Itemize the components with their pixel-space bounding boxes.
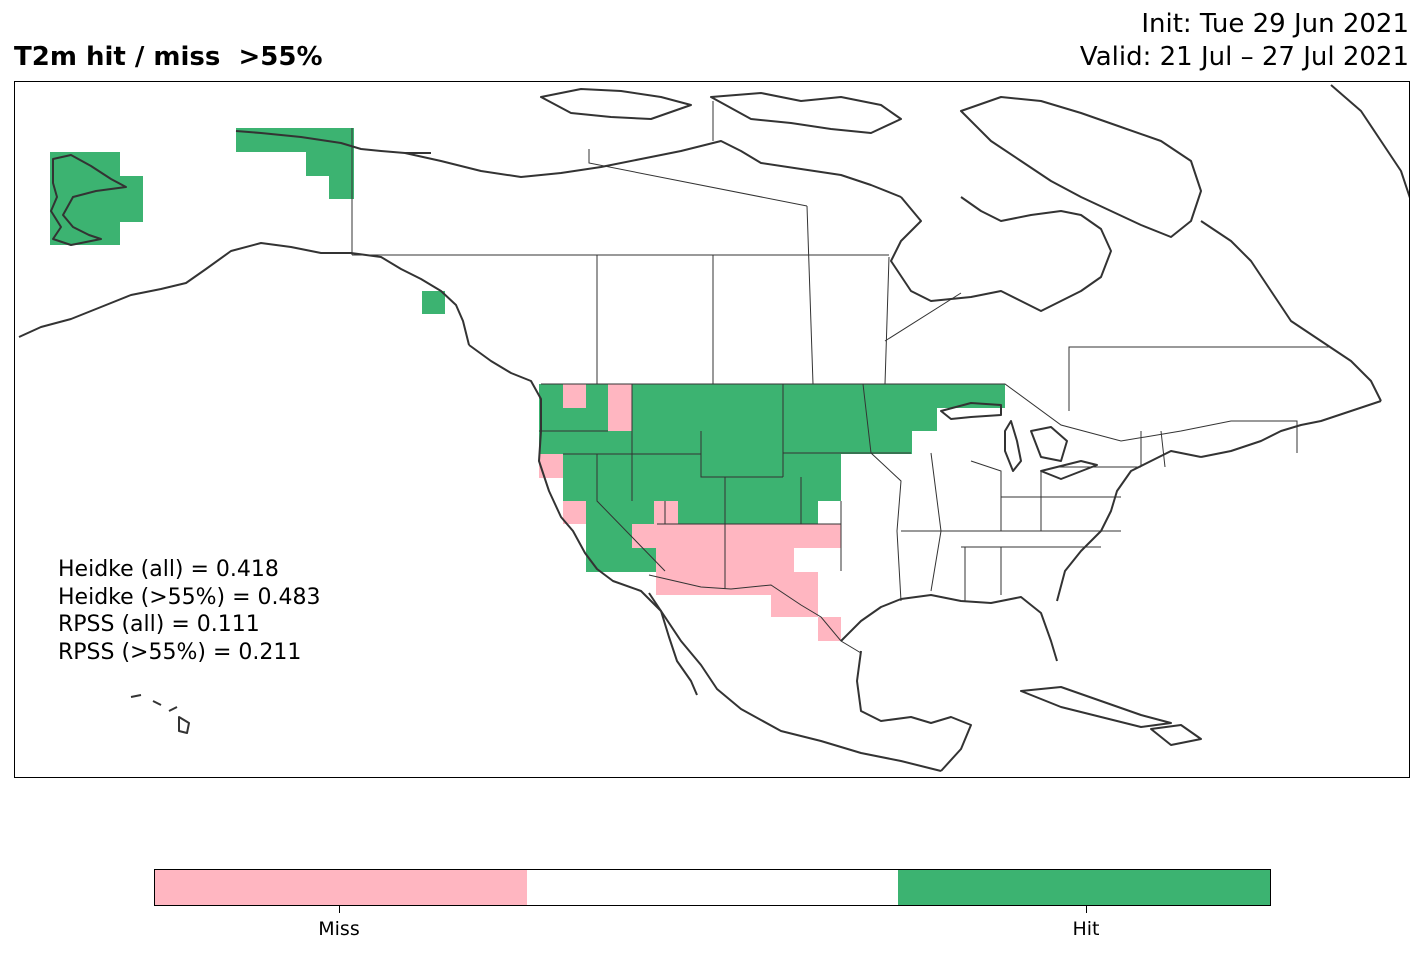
hit-cell (586, 524, 632, 548)
cuba (1020, 686, 1172, 728)
map-panel (14, 81, 1410, 778)
rpss-55: RPSS (>55%) = 0.211 (58, 639, 302, 665)
hit-cell (632, 384, 1005, 408)
baffin-island (960, 96, 1202, 238)
arctic-coast (404, 140, 902, 198)
canada-provinces (352, 101, 1331, 411)
alaska-west (50, 154, 127, 246)
colorbar-tick-hit (1086, 906, 1087, 913)
hit-cell (306, 152, 354, 176)
baja-peninsula (648, 592, 698, 696)
hit-cell (50, 176, 143, 222)
hit-cell (586, 384, 608, 408)
lake-superior (940, 402, 1002, 420)
miss-cell (563, 501, 586, 524)
canada-us-border (541, 383, 1298, 453)
miss-cell (563, 384, 586, 408)
pacific-coast (468, 344, 942, 772)
colorbar-label-miss: Miss (318, 918, 360, 940)
miss-cell (656, 572, 818, 595)
lake-erie (1040, 460, 1098, 480)
hit-cell (422, 291, 445, 314)
miss-cell (608, 384, 632, 431)
miss-cell (771, 595, 818, 617)
gulf-coast (840, 594, 1058, 662)
colorbar-hit (898, 870, 1271, 905)
hit-cell (912, 408, 937, 431)
hit-cell (678, 501, 818, 524)
borders (351, 101, 1331, 654)
miss-cell (654, 501, 678, 524)
hit-cell (586, 548, 656, 572)
atlantic-coast (1056, 450, 1202, 602)
rpss-all: RPSS (all) = 0.111 (58, 612, 260, 637)
colorbar-tick-miss (339, 906, 340, 913)
colorbar-miss (155, 870, 527, 905)
heidke-55: Heidke (>55%) = 0.483 (58, 584, 321, 610)
colorbar-neutral (526, 870, 899, 905)
hudson-bay (890, 196, 1112, 312)
maritimes (1200, 400, 1382, 458)
lake-michigan (1004, 420, 1022, 472)
coastlines (18, 84, 1409, 772)
lake-huron (1030, 426, 1068, 462)
us-states-west (539, 383, 911, 589)
arctic-islands (540, 88, 692, 120)
valid-date: Valid: 21 Jul – 27 Jul 2021 (1079, 42, 1409, 72)
arctic-islands-2 (710, 92, 902, 134)
hawaii (130, 694, 190, 734)
alaska-north (235, 130, 431, 154)
heidke-all: Heidke (all) = 0.418 (58, 557, 279, 582)
labrador-coast (1200, 220, 1382, 402)
yucatan (856, 650, 972, 772)
hit-cell (50, 152, 120, 176)
colorbar-label-hit: Hit (1072, 918, 1100, 940)
alaska-coast (18, 242, 470, 346)
colorbar (154, 869, 1271, 906)
hispaniola (1150, 724, 1202, 746)
forecast-cells (50, 128, 1005, 641)
greenland (1330, 84, 1409, 199)
hit-cell (608, 431, 632, 454)
hit-cell (329, 176, 354, 199)
us-mexico-border (648, 574, 862, 654)
us-states-east (870, 430, 1166, 602)
init-date: Init: Tue 29 Jun 2021 (1141, 9, 1409, 39)
miss-cell (632, 524, 841, 548)
map-canvas (18, 84, 1409, 772)
map-title: T2m hit / miss >55% (14, 42, 323, 72)
hit-cell (632, 408, 912, 454)
hit-cell (539, 384, 563, 454)
date-info: Init: Tue 29 Jun 2021 Valid: 21 Jul – 27… (1080, 8, 1409, 74)
score-stats: Heidke (all) = 0.418 Heidke (>55%) = 0.4… (58, 556, 321, 666)
miss-cell (818, 617, 841, 641)
